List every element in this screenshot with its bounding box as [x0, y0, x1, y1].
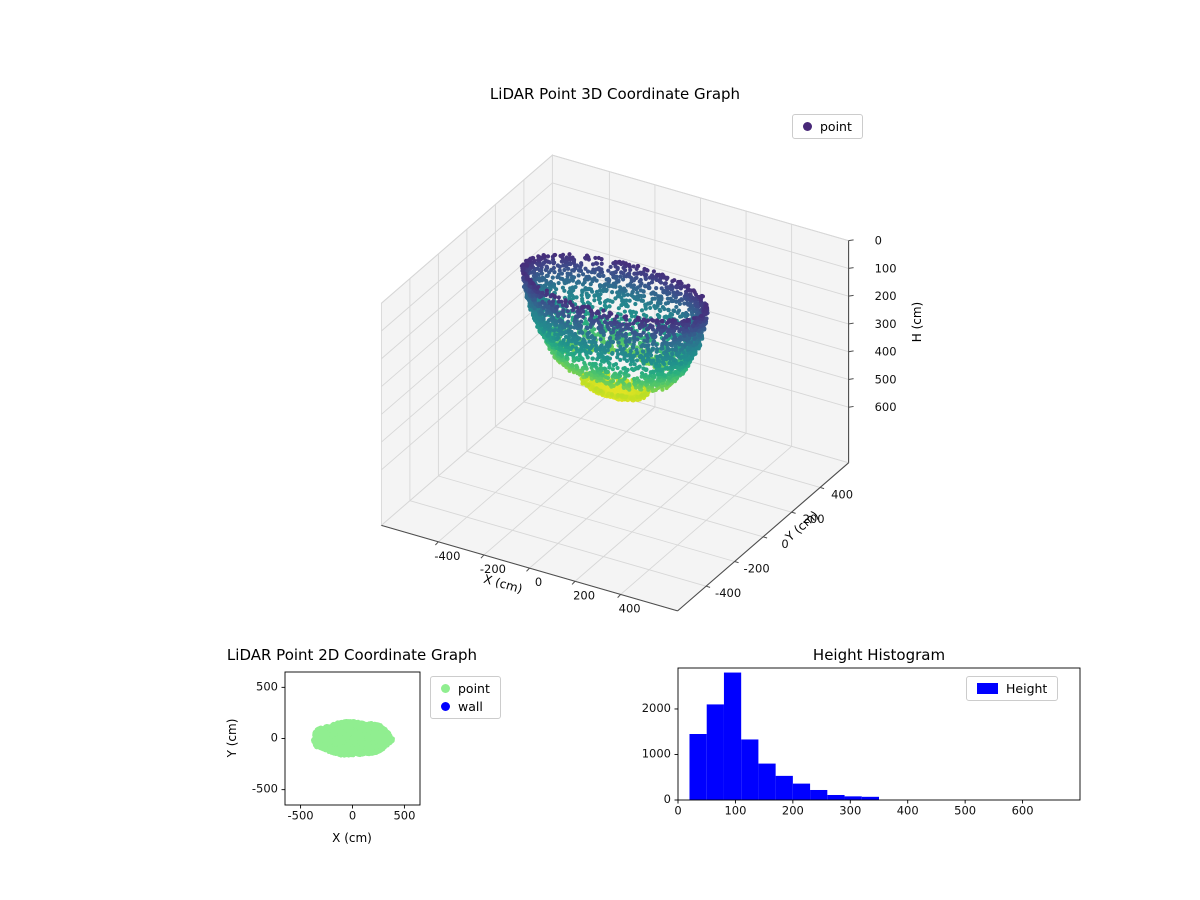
legend-label-height: Height	[1006, 681, 1048, 696]
chart3d-zlabel: H (cm)	[910, 301, 924, 343]
chart2d-xlabel: X (cm)	[332, 831, 372, 845]
chart2d-ylabel: Y (cm)	[225, 718, 239, 758]
histogram-legend: Height	[966, 676, 1059, 701]
wall-marker-icon	[441, 702, 450, 711]
point-marker-icon	[803, 122, 812, 131]
legend-item-point-3d: point	[803, 119, 852, 134]
legend-item-height: Height	[977, 681, 1047, 696]
legend-label-point-2d: point	[458, 681, 490, 696]
legend-item-wall-2d: wall	[441, 699, 490, 714]
legend-label-wall-2d: wall	[458, 699, 483, 714]
height-swatch-icon	[977, 683, 998, 694]
legend-label-point-3d: point	[820, 119, 852, 134]
chart2d-title: LiDAR Point 2D Coordinate Graph	[226, 646, 478, 664]
chart3d-title: LiDAR Point 3D Coordinate Graph	[489, 85, 741, 103]
point-marker-icon	[441, 684, 450, 693]
chart3d-legend: point	[792, 114, 863, 139]
histogram-title: Height Histogram	[812, 646, 946, 664]
chart2d-legend: point wall	[430, 676, 501, 719]
legend-item-point-2d: point	[441, 681, 490, 696]
